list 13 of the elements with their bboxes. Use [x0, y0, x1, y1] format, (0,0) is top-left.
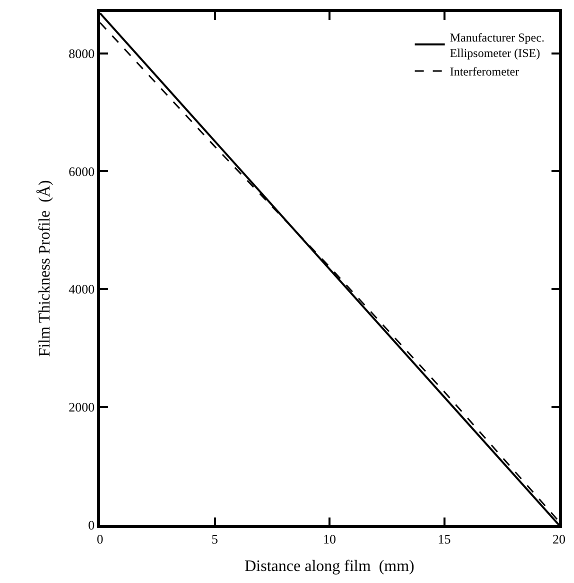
y-axis-title: Film Thickness Profile (Å) [36, 180, 54, 357]
y-tick-label: 8000 [68, 46, 95, 61]
x-tick-label: 20 [552, 531, 566, 546]
x-tick-label: 10 [323, 531, 336, 546]
y-tick-label: 4000 [68, 282, 95, 297]
y-tick-label: 2000 [68, 400, 95, 415]
x-tick-label: 5 [212, 531, 218, 546]
y-tick-label: 6000 [68, 164, 95, 179]
y-tick-label: 0 [88, 518, 95, 533]
x-axis-title: Distance along film (mm) [244, 558, 414, 576]
legend-label: Manufacturer Spec. Ellipsometer (ISE) [450, 30, 544, 60]
legend-label: Interferometer [450, 64, 520, 79]
x-tick-label: 15 [438, 531, 451, 546]
